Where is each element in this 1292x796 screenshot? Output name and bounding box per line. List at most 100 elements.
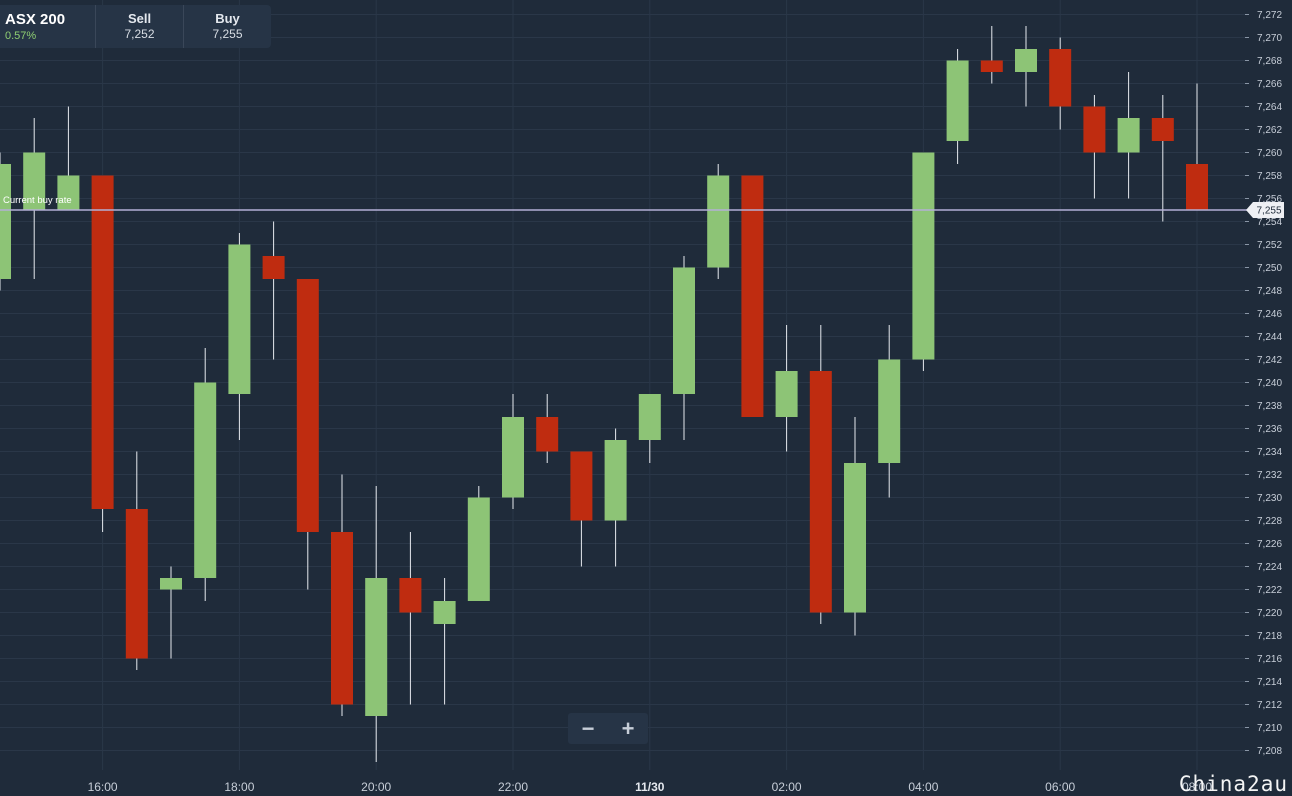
candle-body-up [467,497,490,601]
candle[interactable] [980,26,1003,84]
candle-body-down [536,417,559,452]
candle-body-down [1151,118,1174,141]
candle[interactable] [536,394,559,463]
candle[interactable] [1015,26,1037,107]
candle[interactable] [844,417,866,636]
time-tick-label: 11/30 [635,780,665,794]
candle[interactable] [228,233,251,440]
buy-label: Buy [215,11,240,26]
price-tick-label: 7,258 [1257,171,1282,182]
zoom-in-button[interactable]: + [621,715,635,741]
sell-value: 7,252 [124,27,155,41]
time-tick-label: 22:00 [498,780,528,794]
candle[interactable] [775,325,798,452]
current-rate-value: 7,255 [1256,206,1281,217]
candle[interactable] [878,325,901,498]
current-rate-tag-bg [1246,202,1284,218]
price-tick-label: 7,228 [1257,516,1282,527]
candle-body-up [946,60,969,141]
candle[interactable] [912,152,935,372]
candle[interactable] [604,428,627,567]
candle[interactable] [0,152,11,291]
candle[interactable] [194,348,217,601]
candle[interactable] [1186,83,1208,211]
candle-body-down [980,60,1003,72]
candle-body-up [160,578,182,590]
price-tick-label: 7,234 [1257,447,1282,458]
candle-body-down [1049,49,1072,107]
price-tick-label: 7,260 [1257,148,1282,159]
time-tick-label: 18:00 [224,780,254,794]
price-tick-label: 7,216 [1257,654,1282,665]
candle[interactable] [57,106,80,211]
candle[interactable] [433,578,456,705]
price-tick-label: 7,230 [1257,493,1282,504]
candle[interactable] [91,175,114,533]
buy-button[interactable]: Buy 7,255 [184,5,271,48]
price-tick-label: 7,248 [1257,286,1282,297]
candle-body-up [604,440,627,521]
grid-layer [0,0,1245,770]
price-tick-label: 7,222 [1257,585,1282,596]
candle[interactable] [570,451,593,567]
candle[interactable] [1117,72,1140,199]
candle-body-up [1015,49,1037,72]
candle-body-down [125,509,148,659]
time-tick-label: 16:00 [88,780,118,794]
price-tick-label: 7,220 [1257,608,1282,619]
candle-body-down [809,371,832,613]
price-tick-label: 7,218 [1257,631,1282,642]
candle[interactable] [1049,37,1072,130]
candle-body-down [296,279,319,532]
candle-body-up [1117,118,1140,153]
time-tick-label: 08:00 [1182,780,1212,794]
candle-body-up [912,152,935,360]
candle[interactable] [638,394,661,463]
candle[interactable] [365,486,388,762]
candle-body-down [399,578,422,613]
candle[interactable] [160,566,182,659]
candle[interactable] [262,221,285,360]
sell-label: Sell [127,11,152,26]
candle[interactable] [502,394,524,509]
price-tick-label: 7,240 [1257,378,1282,389]
current-rate-layer: Current buy rate 7,255 [0,195,1284,218]
candle-body-down [262,256,285,279]
candle[interactable] [673,256,695,440]
candle[interactable] [1083,95,1106,199]
candle-body-down [1083,106,1106,153]
candle[interactable] [125,451,148,671]
candle-body-up [638,394,661,440]
price-tick-label: 7,208 [1257,746,1282,757]
price-tick-label: 7,232 [1257,470,1282,481]
sell-button[interactable]: Sell 7,252 [96,5,184,48]
candle[interactable] [399,532,422,705]
candle[interactable] [467,486,490,601]
time-tick-label: 04:00 [908,780,938,794]
price-tick-label: 7,270 [1257,33,1282,44]
candle-body-down [331,532,353,705]
instrument-cell[interactable]: ASX 200 0.57% [0,5,96,48]
price-tick-label: 7,226 [1257,539,1282,550]
price-tick-label: 7,250 [1257,263,1282,274]
time-tick-label: 06:00 [1045,780,1075,794]
zoom-controls: − + [568,713,648,744]
candle[interactable] [296,279,319,590]
price-tick-label: 7,244 [1257,332,1282,343]
current-rate-label: Current buy rate [3,195,72,206]
candle[interactable] [809,325,832,624]
price-tick-label: 7,254 [1257,217,1282,228]
zoom-out-button[interactable]: − [581,715,595,741]
price-tick-label: 7,214 [1257,677,1282,688]
candle[interactable] [707,164,730,279]
candle[interactable] [741,175,764,418]
candle[interactable] [23,118,46,279]
time-tick-label: 02:00 [772,780,802,794]
candle[interactable] [331,474,353,717]
candle-body-up [775,371,798,417]
price-tick-label: 7,224 [1257,562,1282,573]
candle-body-up [878,359,901,463]
candle[interactable] [1151,95,1174,222]
candle[interactable] [946,49,969,164]
